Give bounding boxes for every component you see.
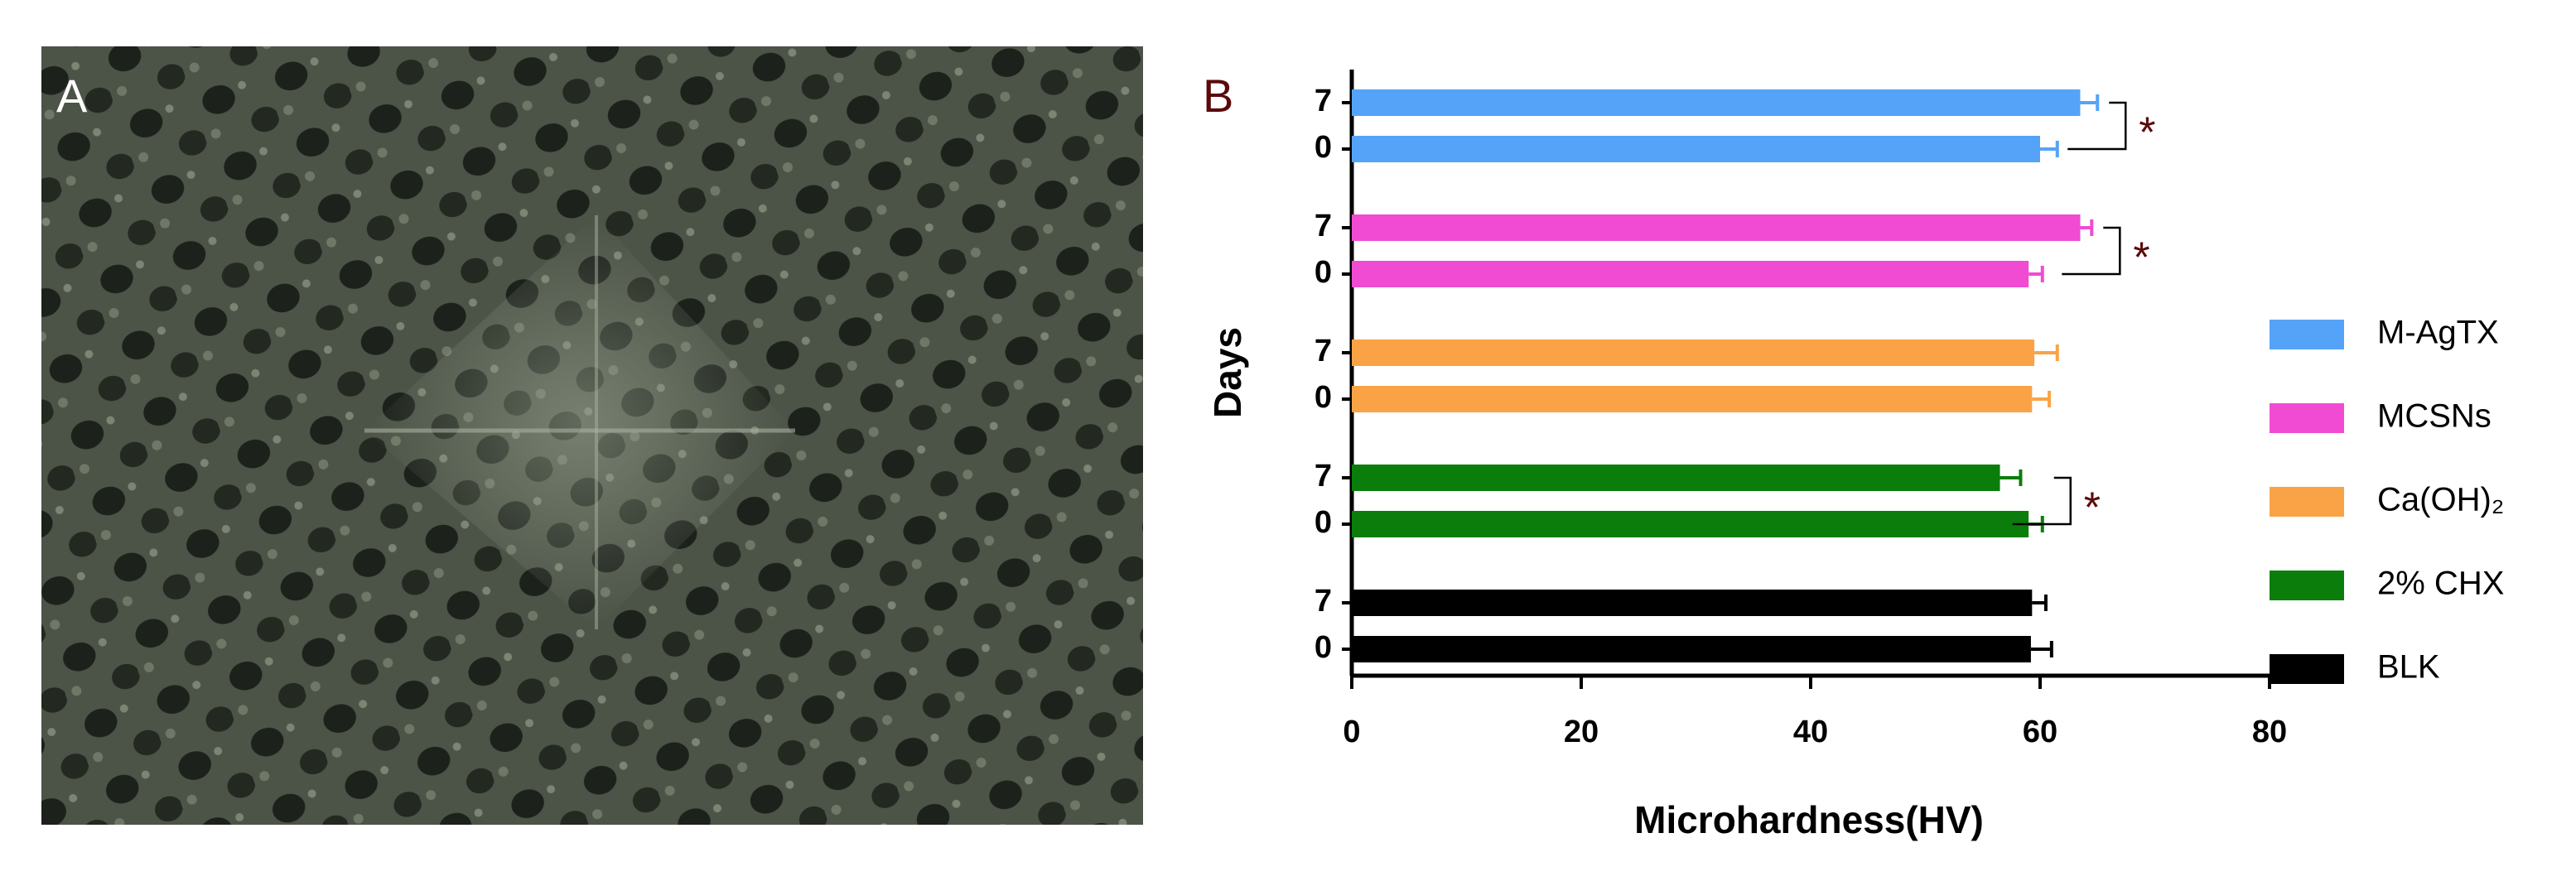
- panel-label: A: [56, 70, 88, 122]
- error-bar: [2028, 266, 2044, 282]
- x-tick-label: 0: [1343, 715, 1360, 749]
- error-bar: [2034, 344, 2059, 361]
- legend-label: Ca(OH)₂: [2377, 482, 2504, 518]
- y-axis-title: Days: [1206, 327, 1249, 418]
- x-tick-label: 60: [2023, 715, 2057, 749]
- legend-swatch: [2270, 571, 2344, 600]
- significance-marker: *: [2139, 109, 2155, 157]
- bar: [1352, 386, 2033, 412]
- significance-marker: *: [2084, 484, 2101, 532]
- legend-label: BLK: [2377, 649, 2440, 686]
- y-tick-label: 0: [1315, 505, 1332, 540]
- indent: [364, 215, 795, 629]
- y-tick-label: 0: [1315, 130, 1332, 165]
- bar: [1352, 214, 2081, 241]
- significance-marker: *: [2133, 234, 2149, 282]
- legend-swatch: [2270, 487, 2344, 517]
- micrograph: A: [41, 46, 1143, 825]
- bar: [1352, 339, 2035, 366]
- panel-label: B: [1203, 70, 1233, 122]
- error-bar: [2080, 219, 2094, 236]
- bar: [1352, 636, 2031, 662]
- error-bar: [2032, 391, 2052, 407]
- y-tick-label: 7: [1315, 459, 1332, 494]
- x-tick-label: 40: [1793, 715, 1828, 749]
- x-tick-label: 20: [1564, 715, 1599, 749]
- x-axis-title: Microhardness(HV): [1634, 798, 1984, 841]
- y-tick-label: 7: [1315, 334, 1332, 368]
- bar: [1352, 136, 2040, 162]
- y-tick-label: 0: [1315, 380, 1332, 415]
- legend-label: M-AgTX: [2377, 315, 2499, 351]
- bar: [1352, 465, 2000, 491]
- y-tick-label: 7: [1315, 84, 1332, 118]
- bar: [1352, 89, 2081, 116]
- error-bar: [2000, 469, 2023, 486]
- bar: [1352, 590, 2033, 616]
- legend-swatch: [2270, 403, 2344, 433]
- y-tick-label: 7: [1315, 584, 1332, 619]
- legend-swatch: [2270, 654, 2344, 684]
- significance-bracket: [2012, 476, 2072, 526]
- y-tick-label: 7: [1315, 209, 1332, 243]
- y-tick-label: 0: [1315, 255, 1332, 290]
- x-tick-label: 80: [2252, 715, 2287, 749]
- error-bar: [2032, 595, 2048, 611]
- significance-bracket: [2067, 101, 2127, 151]
- error-bar: [2080, 94, 2100, 111]
- bar: [1352, 261, 2029, 287]
- legend-swatch: [2270, 320, 2344, 349]
- bar: [1352, 511, 2029, 537]
- legend-label: 2% CHX: [2377, 566, 2504, 602]
- y-tick-label: 0: [1315, 630, 1332, 665]
- error-bar: [2040, 141, 2059, 157]
- significance-bracket: [2062, 226, 2121, 276]
- error-bar: [2030, 641, 2053, 657]
- legend-label: MCSNs: [2377, 398, 2492, 435]
